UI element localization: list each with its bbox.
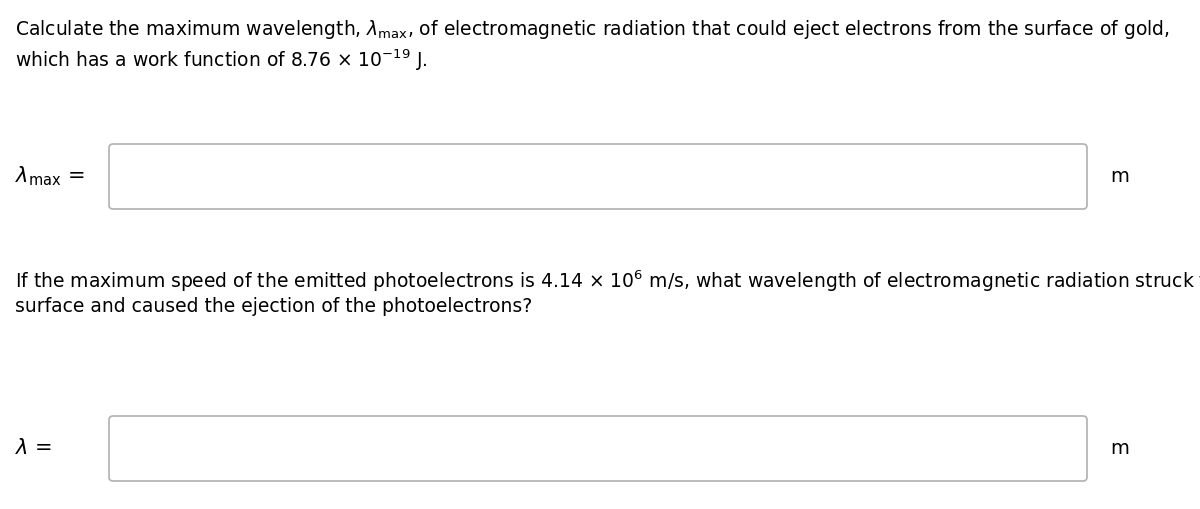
Text: m: m [1110,438,1129,458]
Text: If the maximum speed of the emitted photoelectrons is 4.14 $\times$ 10$^{6}$ m/s: If the maximum speed of the emitted phot… [14,268,1200,294]
Text: m: m [1110,166,1129,185]
Text: Calculate the maximum wavelength, $\lambda_{\mathrm{max}}$, of electromagnetic r: Calculate the maximum wavelength, $\lamb… [14,18,1170,41]
Text: which has a work function of 8.76 $\times$ 10$^{-19}$ J.: which has a work function of 8.76 $\time… [14,47,427,72]
Text: surface and caused the ejection of the photoelectrons?: surface and caused the ejection of the p… [14,297,533,316]
Text: $\lambda$ =: $\lambda$ = [14,438,53,458]
FancyBboxPatch shape [109,416,1087,481]
Text: $\lambda_{\mathrm{max}}$ =: $\lambda_{\mathrm{max}}$ = [14,164,85,188]
FancyBboxPatch shape [109,144,1087,209]
